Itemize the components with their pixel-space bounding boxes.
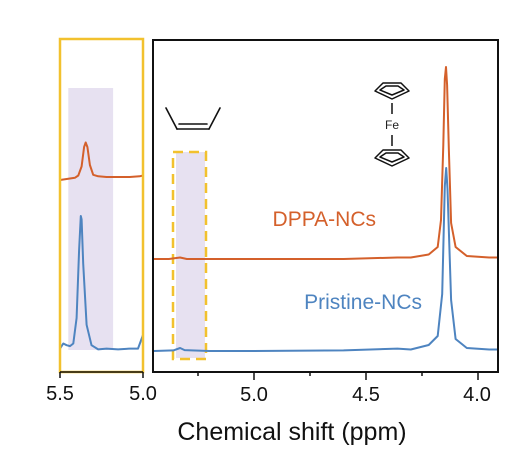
main-frame xyxy=(152,39,499,373)
inset-series xyxy=(59,141,144,351)
inset-tick-label: 5.0 xyxy=(129,383,157,405)
inset-line-pristine-ncs xyxy=(59,215,144,351)
inset-line-dppa-ncs xyxy=(59,141,144,181)
main-tick-label: 5.0 xyxy=(240,384,268,406)
ferrocene-structure-icon xyxy=(374,82,410,167)
inset-highlight-band xyxy=(68,88,114,350)
series-label-dppa: DPPA-NCs xyxy=(273,208,376,231)
main-tick-label: 4.0 xyxy=(463,384,491,406)
main-line-dppa-ncs xyxy=(154,66,497,260)
main-highlight-band xyxy=(176,152,205,358)
series-label-pristine: Pristine-NCs xyxy=(304,291,422,314)
main-tick-label: 4.5 xyxy=(352,384,380,406)
main-line-pristine-ncs xyxy=(153,167,497,352)
iron-label: Fe xyxy=(385,118,399,132)
dashed-highlight-box xyxy=(171,150,208,361)
main-series xyxy=(153,66,497,352)
x-axis-title: Chemical shift (ppm) xyxy=(177,418,406,446)
inset-tick-label: 5.5 xyxy=(46,383,74,405)
cis-alkene-structure-icon xyxy=(165,107,221,130)
